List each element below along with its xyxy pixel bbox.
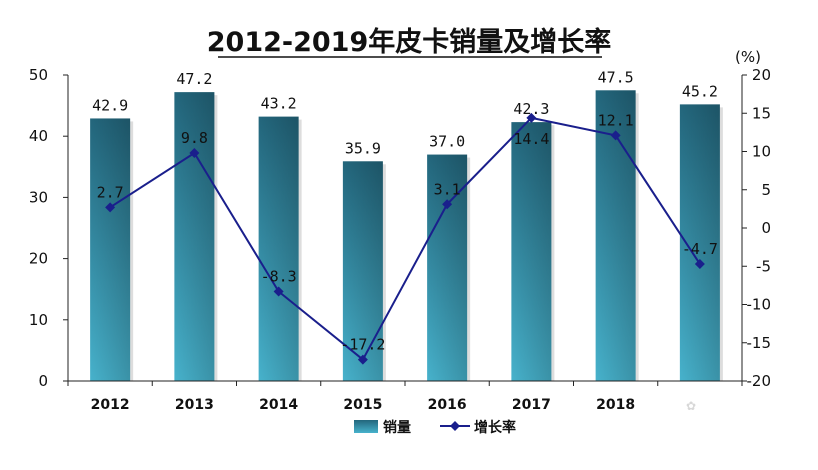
y-left-tick-label: 40: [29, 127, 48, 145]
bar-value-label: 43.2: [261, 95, 297, 113]
y-right-tick-label: 0: [761, 219, 771, 237]
y-right-tick-label: -10: [747, 296, 772, 314]
bar-value-label: 42.3: [513, 100, 549, 118]
line-value-label: 9.8: [181, 129, 208, 147]
watermark-mark: ✿: [686, 399, 696, 413]
line-point: [273, 286, 284, 297]
line-point: [610, 130, 621, 141]
y-right-tick-label: -5: [756, 257, 771, 275]
line-point: [357, 354, 368, 365]
bar-value-label: 47.2: [176, 70, 212, 88]
y-left-tick-label: 30: [29, 188, 48, 206]
line-point: [694, 258, 705, 269]
x-tick-label: 2016: [428, 397, 467, 413]
axes: 0 10 20 30 40 50 -20 -15 -10 -5 0 5 10 15 20 2012 2013 20…: [29, 66, 771, 413]
bar-value-label: 47.5: [598, 68, 634, 86]
y-right-tick-label: 20: [752, 66, 771, 84]
legend: 销量 增长率: [354, 419, 516, 436]
x-tick-label: 2012: [91, 397, 130, 413]
bar-value-label: 35.9: [345, 139, 381, 157]
line-series: [105, 112, 705, 365]
legend-line-marker: [450, 421, 460, 431]
legend-bar-label: 销量: [383, 419, 411, 436]
y-right-tick-label: 5: [761, 181, 771, 199]
line-value-label: -17.2: [340, 336, 385, 354]
line-point: [189, 148, 200, 159]
legend-line-label: 增长率: [474, 419, 516, 436]
y-left-tick-label: 10: [29, 311, 48, 329]
right-axis-unit: (%): [735, 48, 761, 66]
y-left-tick-label: 0: [38, 372, 48, 390]
chart-title: 2012-2019年皮卡销量及增长率: [207, 26, 612, 58]
line-value-label: -8.3: [261, 267, 297, 285]
legend-bar-swatch: [354, 420, 378, 433]
y-right-tick-label: -15: [747, 334, 772, 352]
bar-shade: [342, 161, 383, 381]
x-tick-label: 2013: [175, 397, 214, 413]
x-tick-label: 2018: [596, 397, 635, 413]
bar-value-label: 42.9: [92, 96, 128, 114]
bar-shade: [90, 118, 131, 382]
line-value-label: 2.7: [97, 183, 124, 201]
line-value-label: 3.1: [434, 180, 461, 198]
y-left-tick-label: 50: [29, 66, 48, 84]
bar-shade: [174, 92, 215, 382]
x-tick-label: 2015: [343, 397, 382, 413]
line-value-label: 12.1: [598, 111, 634, 129]
growth-line: [109, 116, 701, 362]
y-right-tick-label: 10: [752, 143, 771, 161]
x-tick-label: 2017: [512, 397, 551, 413]
line-point: [526, 112, 537, 123]
line-point: [442, 199, 453, 210]
y-right-tick-label: 15: [752, 104, 771, 122]
line-value-label: -4.7: [682, 240, 718, 258]
line-point: [105, 202, 116, 213]
bar-series: [90, 90, 723, 382]
data-labels: 42.9 47.2 43.2 35.9 37.0 42.3 47.5 45.2 2.7 9.8 -8…: [92, 68, 718, 353]
y-left-tick-label: 20: [29, 250, 48, 268]
y-right-tick-label: -20: [747, 372, 772, 390]
bar-shade: [427, 154, 468, 381]
bar-shade: [258, 116, 299, 381]
line-value-label: 14.4: [513, 130, 549, 148]
bar-shade: [511, 122, 552, 382]
x-tick-label: 2014: [259, 397, 298, 413]
bar-value-label: 45.2: [682, 82, 718, 100]
bar-value-label: 37.0: [429, 133, 465, 151]
